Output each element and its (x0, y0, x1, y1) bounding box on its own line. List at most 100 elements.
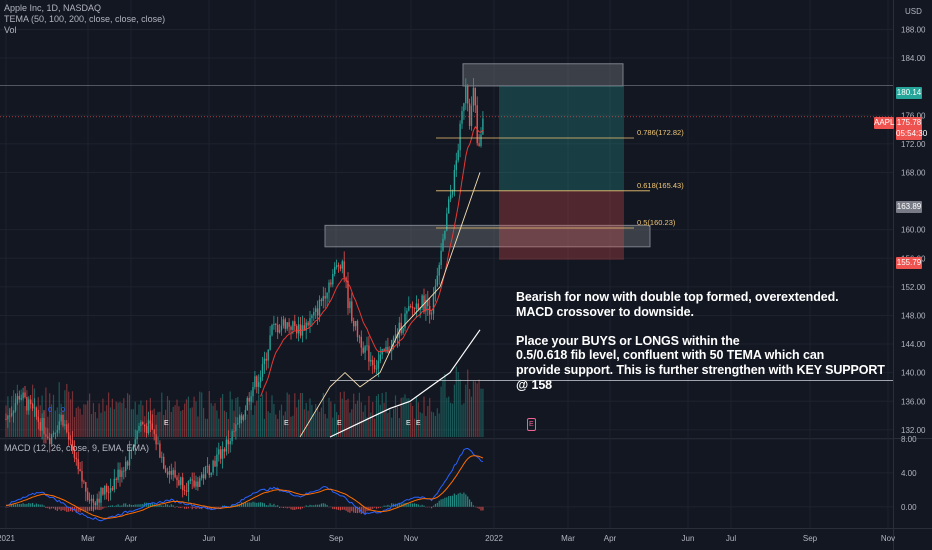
macd-histogram-bar (184, 506, 186, 509)
earnings-marker[interactable]: E (416, 420, 421, 427)
macd-histogram-bar (45, 506, 47, 508)
macd-histogram-bar (140, 504, 142, 507)
macd-histogram-bar (478, 506, 480, 509)
tema-legend[interactable]: TEMA (50, 100, 200, close, close, close) (4, 14, 166, 24)
macd-histogram-bar (56, 506, 58, 511)
volume-bar (470, 396, 473, 437)
analysis-annotation[interactable]: Bearish for now with double top formed, … (516, 290, 896, 392)
volume-bar (64, 390, 66, 437)
volume-bar (227, 418, 229, 437)
volume-bar (121, 403, 123, 437)
volume-bar (208, 391, 210, 437)
macd-histogram-bar (444, 497, 446, 507)
time-tick-label: 2021 (0, 534, 15, 543)
volume-bar (309, 398, 311, 437)
macd-histogram-bar (195, 506, 197, 510)
earnings-marker[interactable]: E (406, 420, 411, 427)
candle-body (155, 434, 157, 445)
macd-histogram-bar (370, 506, 372, 510)
macd-histogram-bar (26, 503, 28, 507)
volume-legend[interactable]: Vol (4, 25, 17, 35)
macd-histogram-bar (311, 505, 313, 507)
candle-body (183, 490, 186, 491)
symbol-legend[interactable]: Apple Inc, 1D, NASDAQ (4, 3, 102, 13)
candle-body (446, 213, 448, 231)
candle-body (252, 387, 254, 397)
volume-bar (328, 397, 330, 437)
candle-body (68, 432, 70, 440)
volume-bar (9, 409, 11, 437)
macd-histogram-bar (267, 505, 269, 507)
macd-histogram-bar (32, 502, 34, 507)
macd-histogram-bar (170, 504, 172, 507)
candle-body (126, 461, 129, 466)
macd-histogram-bar (339, 506, 341, 511)
candle-body (316, 308, 319, 316)
dividend-marker[interactable]: 0 (48, 407, 52, 414)
candle-body (258, 382, 260, 387)
macd-histogram-bar (317, 504, 319, 507)
volume-bar (412, 405, 414, 437)
earnings-marker[interactable]: E (337, 420, 342, 427)
dividend-marker[interactable]: 0 (61, 407, 65, 414)
macd-histogram-bar (275, 505, 277, 507)
volume-bar (106, 405, 108, 437)
price-tick-label: 176.00 (901, 111, 926, 120)
volume-bar (52, 394, 55, 437)
volume-bar (465, 384, 467, 437)
volume-bar (191, 407, 193, 437)
fib-levels[interactable]: 0.786(172.82) 0.618(165.43) 0.5(160.23) (436, 128, 684, 229)
macd-histogram-bar (9, 505, 11, 507)
macd-histogram-bar (239, 504, 241, 507)
macd-histogram-bar (326, 504, 328, 507)
candle-body (379, 354, 381, 361)
macd-histogram-bar (83, 506, 85, 512)
price-tick-label: 160.00 (901, 226, 926, 235)
macd-histogram-bar (163, 505, 165, 507)
candle-body (349, 301, 351, 309)
candle-body (326, 292, 328, 299)
volume-bar (279, 410, 281, 437)
macd-histogram-bar (70, 506, 72, 512)
time-tick-label: 2022 (485, 534, 503, 543)
earnings-marker[interactable]: E (164, 420, 169, 427)
macd-histogram-bar (106, 506, 108, 508)
macd-histogram-bar (90, 506, 93, 511)
macd-histogram-bar (206, 506, 208, 509)
candle-body (218, 449, 220, 455)
candle-body (50, 434, 53, 445)
earnings-marker[interactable]: E (284, 420, 289, 427)
macd-histogram-bar (49, 506, 51, 510)
volume-bar (394, 395, 397, 437)
macd-histogram-bar (165, 504, 167, 507)
candle-body (9, 415, 11, 417)
volume-bar (417, 402, 419, 437)
volume-bar (298, 399, 300, 437)
volume-bar (115, 401, 117, 437)
candle-body (455, 160, 457, 170)
earnings-marker-upcoming[interactable]: E (527, 418, 536, 431)
candle-body (12, 410, 15, 414)
candle-body (366, 345, 368, 347)
macd-histogram-bar (47, 506, 49, 509)
macd-histogram-bar (431, 506, 433, 509)
candle-body (58, 421, 60, 431)
tema-lines (260, 125, 484, 438)
candle-body (394, 334, 397, 338)
candle-body (434, 285, 437, 295)
macd-histogram-bar (233, 505, 235, 507)
candle-body (128, 449, 131, 466)
macd-histogram-bar (356, 506, 359, 514)
candle-body (442, 238, 444, 251)
volume-bar (195, 401, 197, 437)
macd-histogram-bar (134, 504, 136, 507)
macd-histogram-bar (408, 503, 410, 507)
macd-histogram-bar (322, 503, 324, 507)
macd-legend[interactable]: MACD (12, 26, close, 9, EMA, EMA) (4, 443, 150, 453)
volume-bar (476, 383, 478, 437)
time-tick-label: Jun (682, 534, 695, 543)
candle-body (71, 440, 74, 449)
candle-body (415, 303, 418, 309)
